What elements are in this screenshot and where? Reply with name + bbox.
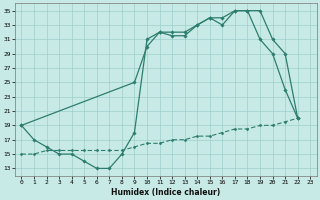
X-axis label: Humidex (Indice chaleur): Humidex (Indice chaleur) — [111, 188, 220, 197]
